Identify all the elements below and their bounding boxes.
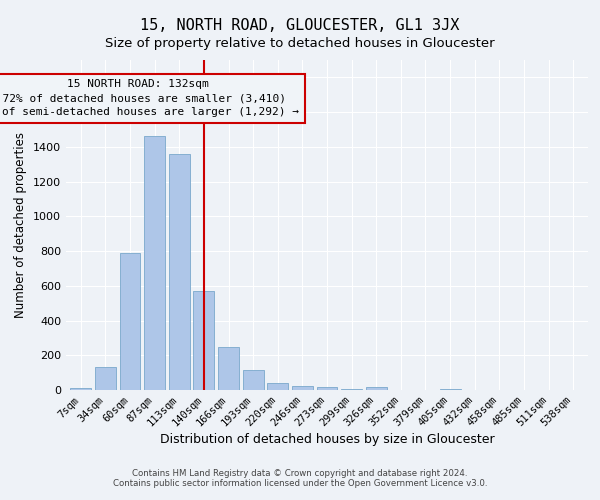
Text: Size of property relative to detached houses in Gloucester: Size of property relative to detached ho… (105, 38, 495, 51)
Y-axis label: Number of detached properties: Number of detached properties (14, 132, 28, 318)
Bar (267, 384, 288, 390)
Bar (144, 136, 165, 390)
Bar (95, 368, 116, 390)
Bar (119, 253, 140, 390)
Bar (440, 389, 461, 390)
Bar (292, 386, 313, 390)
Bar (317, 387, 337, 390)
Text: Contains public sector information licensed under the Open Government Licence v3: Contains public sector information licen… (113, 479, 487, 488)
Bar (242, 370, 263, 390)
Text: 15 NORTH ROAD: 132sqm
← 72% of detached houses are smaller (3,410)
27% of semi-d: 15 NORTH ROAD: 132sqm ← 72% of detached … (0, 79, 299, 117)
Bar (70, 388, 91, 390)
Bar (366, 388, 387, 390)
Bar (341, 389, 362, 390)
Text: 15, NORTH ROAD, GLOUCESTER, GL1 3JX: 15, NORTH ROAD, GLOUCESTER, GL1 3JX (140, 18, 460, 32)
Bar (169, 154, 190, 390)
Bar (193, 291, 214, 390)
Text: Contains HM Land Registry data © Crown copyright and database right 2024.: Contains HM Land Registry data © Crown c… (132, 469, 468, 478)
Text: Distribution of detached houses by size in Gloucester: Distribution of detached houses by size … (160, 432, 494, 446)
Bar (218, 348, 239, 390)
